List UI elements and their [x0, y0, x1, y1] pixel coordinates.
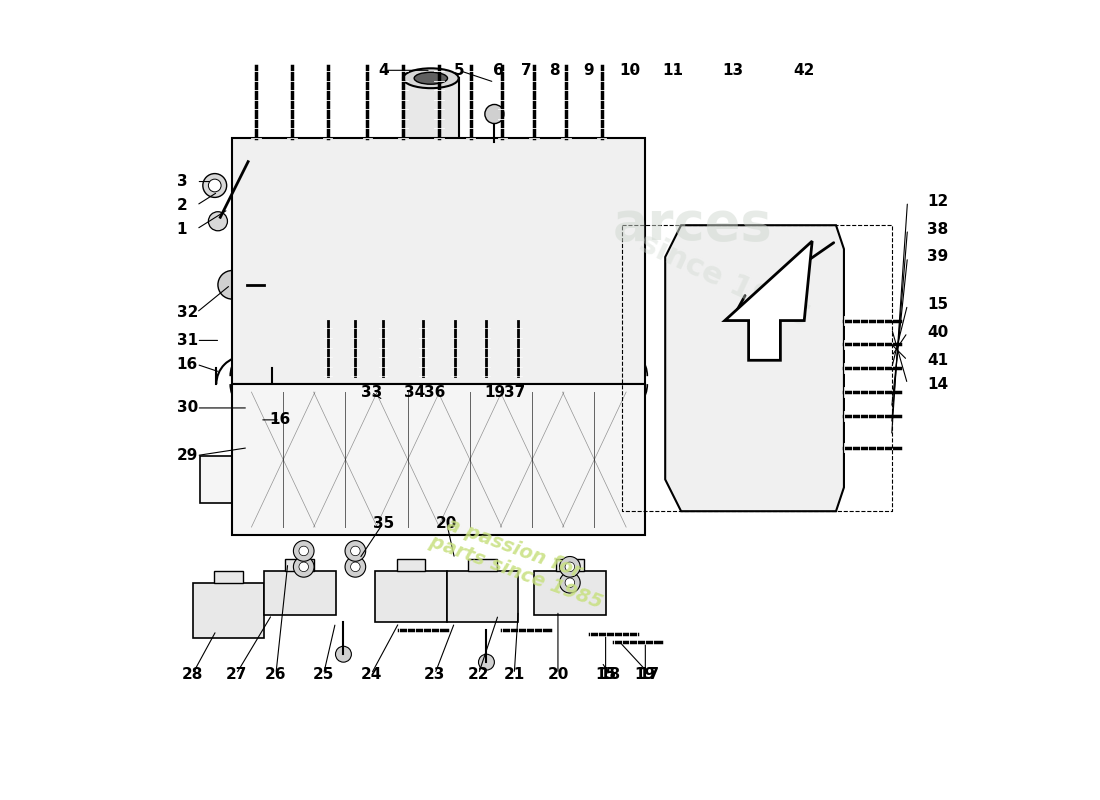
Circle shape — [299, 546, 308, 556]
Text: 6: 6 — [493, 63, 504, 78]
Text: 37: 37 — [504, 385, 525, 399]
Circle shape — [345, 541, 365, 562]
Text: 42: 42 — [793, 63, 815, 78]
Circle shape — [336, 646, 351, 662]
Text: 11: 11 — [662, 63, 683, 78]
Text: 24: 24 — [361, 666, 382, 682]
Text: 20: 20 — [436, 516, 458, 530]
FancyBboxPatch shape — [556, 559, 584, 571]
Text: 15: 15 — [927, 297, 948, 312]
Text: 32: 32 — [177, 305, 198, 320]
FancyBboxPatch shape — [232, 384, 646, 535]
Circle shape — [351, 546, 360, 556]
Text: 30: 30 — [177, 401, 198, 415]
Text: 10: 10 — [619, 63, 640, 78]
Text: 23: 23 — [425, 666, 446, 682]
Polygon shape — [725, 241, 812, 360]
Circle shape — [565, 578, 574, 587]
Circle shape — [294, 541, 315, 562]
Circle shape — [674, 362, 688, 374]
Circle shape — [294, 557, 315, 577]
Text: 5: 5 — [453, 63, 464, 78]
FancyBboxPatch shape — [447, 571, 518, 622]
Text: 28: 28 — [182, 666, 204, 682]
Text: 38: 38 — [927, 222, 948, 237]
Circle shape — [822, 465, 835, 478]
Text: 9: 9 — [583, 63, 593, 78]
Text: arces: arces — [613, 199, 773, 251]
Circle shape — [674, 465, 688, 478]
Text: 35: 35 — [373, 516, 394, 530]
Text: 36: 36 — [425, 385, 446, 399]
Text: 39: 39 — [927, 250, 948, 265]
Text: 20: 20 — [548, 666, 569, 682]
FancyBboxPatch shape — [200, 456, 232, 503]
Text: 12: 12 — [927, 194, 948, 209]
Text: 34: 34 — [405, 385, 426, 399]
Circle shape — [202, 174, 227, 198]
Circle shape — [218, 270, 246, 299]
FancyBboxPatch shape — [214, 571, 243, 582]
Text: 8: 8 — [549, 63, 559, 78]
FancyBboxPatch shape — [431, 348, 447, 388]
Circle shape — [560, 557, 580, 577]
Circle shape — [351, 562, 360, 571]
Circle shape — [299, 562, 308, 571]
FancyBboxPatch shape — [286, 559, 315, 571]
Text: 15: 15 — [595, 666, 616, 682]
Circle shape — [478, 654, 494, 670]
Circle shape — [565, 562, 574, 571]
Text: a passion for
   parts since 1985: a passion for parts since 1985 — [408, 505, 613, 613]
Text: 27: 27 — [226, 666, 246, 682]
Circle shape — [674, 242, 688, 255]
Ellipse shape — [403, 140, 459, 160]
Text: 41: 41 — [927, 353, 948, 368]
Text: 17: 17 — [639, 666, 660, 682]
Circle shape — [208, 212, 228, 230]
FancyBboxPatch shape — [383, 348, 399, 388]
Text: 31: 31 — [177, 333, 198, 348]
Text: 16: 16 — [177, 357, 198, 372]
Text: 16: 16 — [270, 412, 290, 427]
FancyBboxPatch shape — [232, 138, 646, 384]
Text: since 1985: since 1985 — [635, 229, 815, 333]
Circle shape — [560, 572, 580, 593]
FancyBboxPatch shape — [535, 571, 606, 614]
Text: 19: 19 — [635, 666, 656, 682]
Text: 25: 25 — [312, 666, 334, 682]
Text: 21: 21 — [504, 666, 525, 682]
Text: 14: 14 — [927, 377, 948, 392]
Circle shape — [208, 179, 221, 192]
Text: 3: 3 — [177, 174, 187, 189]
FancyBboxPatch shape — [264, 571, 336, 614]
FancyBboxPatch shape — [469, 559, 497, 571]
Text: 33: 33 — [361, 385, 382, 399]
Text: 18: 18 — [600, 666, 620, 682]
FancyBboxPatch shape — [192, 582, 264, 638]
Text: 4: 4 — [378, 63, 388, 78]
Circle shape — [822, 258, 835, 271]
FancyBboxPatch shape — [375, 571, 447, 622]
Text: 26: 26 — [265, 666, 287, 682]
Circle shape — [345, 557, 365, 577]
Polygon shape — [666, 226, 844, 511]
Text: 7: 7 — [521, 63, 531, 78]
Text: 40: 40 — [927, 325, 948, 340]
Ellipse shape — [403, 68, 459, 88]
Text: 19: 19 — [484, 385, 505, 399]
Text: 22: 22 — [468, 666, 490, 682]
FancyBboxPatch shape — [397, 559, 426, 571]
Ellipse shape — [415, 72, 448, 84]
FancyBboxPatch shape — [403, 78, 459, 150]
Text: 29: 29 — [177, 448, 198, 463]
Text: 13: 13 — [723, 63, 744, 78]
Text: 2: 2 — [177, 198, 187, 213]
Circle shape — [485, 105, 504, 123]
Text: 1: 1 — [177, 222, 187, 237]
